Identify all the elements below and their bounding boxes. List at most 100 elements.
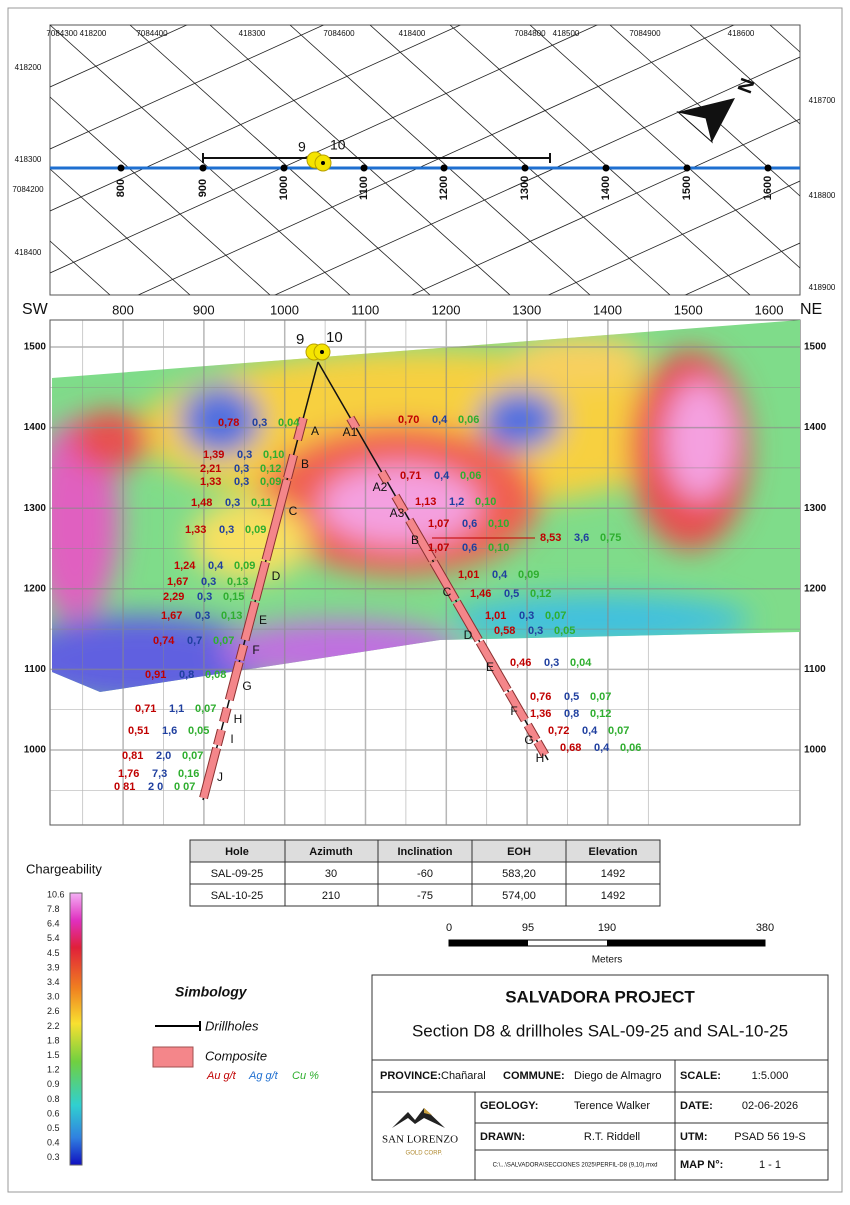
coord-label: 7084900 [629,29,661,38]
legend-label: 3.0 [47,992,60,1002]
composite [220,707,231,723]
field-value: Chañaral [441,1070,486,1082]
coord-label: 7084800 [514,29,546,38]
assay-ag: 0,4 [492,569,508,581]
scale-label: 190 [598,922,616,934]
composite [284,454,297,479]
assay-ag: 0,3 [225,497,240,509]
assay-ag: 0,6 [462,542,477,554]
assay-au: 1,33 [185,524,206,536]
grid-line [529,25,800,269]
assay-cu: 0,11 [251,497,272,509]
assay-ag: 0,3 [219,524,234,536]
scale-label: 0 [446,922,452,934]
x-label: 800 [112,302,134,317]
assay-au: 0,76 [530,691,551,703]
collar-dot [320,350,324,354]
assay-cu: 0,10 [488,518,509,530]
legend-label: 0.3 [47,1152,60,1162]
assay-au: 8,53 [540,532,561,544]
composite [524,723,540,742]
composite [378,470,391,484]
assay-au: 0,70 [398,414,419,426]
assay-au: 1,24 [174,560,196,572]
grid-line [50,96,271,295]
table-header [189,839,661,863]
elev-label: 1200 [804,583,827,594]
assay-au: 0,46 [510,657,531,669]
assay-cu: 0,13 [221,610,242,622]
logo-name: SAN LORENZO [382,1134,458,1146]
composite-label: E [259,613,267,627]
table-cell: 574,00 [502,890,536,902]
symbology-cu: Cu % [292,1070,319,1082]
station [521,164,529,172]
assay-au: 1,01 [458,569,479,581]
assay-au: 0,72 [548,725,569,737]
assay-cu: 0,10 [488,542,509,554]
composite-label: C [443,585,452,599]
assay-cu: 0,04 [278,417,300,429]
collar-dot [321,161,325,165]
x-label: 1200 [432,302,461,317]
field-value: R.T. Riddell [584,1131,640,1143]
assay-cu: 0,07 [195,703,216,715]
legend-label: 2.2 [47,1021,60,1031]
assay-au: 1,07 [428,518,449,530]
field-value: 1:5.000 [752,1070,789,1082]
assay-au: 1,01 [485,610,506,622]
station [440,164,448,172]
composite-label: F [510,704,517,718]
scale-unit: Meters [592,955,623,966]
elev-label: 1000 [804,745,827,756]
assay-ag: 0,4 [434,470,450,482]
station-label: 1100 [358,176,370,200]
composite-label: G [524,733,533,747]
station [199,164,207,172]
table-header-cell: Hole [225,846,249,858]
table-cell: -60 [417,868,433,880]
assay-cu: 0,05 [554,625,575,637]
assay-cu: 0,07 [545,610,566,622]
table-cell: SAL-09-25 [211,868,264,880]
station [280,164,288,172]
assay-au: 0,51 [128,725,149,737]
section-subtitle: Section D8 & drillholes SAL-09-25 and SA… [412,1021,788,1040]
assay-cu: 0,06 [458,414,479,426]
field-label: COMMUNE: [503,1070,565,1082]
symbology-label: Composite [205,1048,267,1063]
x-label: 1600 [755,302,784,317]
composite-label: A3 [390,506,405,520]
station-label: 1500 [681,176,693,200]
station [117,164,125,172]
legend-label: 3.4 [47,977,60,987]
coord-label: 418200 [80,29,107,38]
table-header-cell: Inclination [398,846,453,858]
assay-au: 1,33 [200,476,221,488]
coord-label: 418900 [809,283,836,292]
logo [392,1108,445,1128]
elev-label: 1300 [804,503,827,514]
station-label: 800 [115,179,127,197]
station-label: 1300 [519,176,531,200]
legend-label: 0.4 [47,1138,60,1148]
assay-au: 0,91 [145,669,166,681]
assay-ag: 0,4 [208,560,224,572]
table-lines [190,840,660,906]
legend-label: 5.4 [47,933,60,943]
scale-bar [448,939,766,947]
assay-au: 0,58 [494,625,515,637]
composite-label: J [217,770,223,784]
station [764,164,772,172]
composite [505,690,528,722]
assay-ag: 0,3 [544,657,559,669]
x-label: 1500 [674,302,703,317]
assay-cu: 0,13 [227,576,248,588]
assay-cu: 0,12 [530,588,551,600]
assay-cu: 0 07 [174,781,195,793]
composite-label: D [464,628,473,642]
assay-au: 1,67 [161,610,182,622]
plan-grid [50,25,800,295]
assay-au: 0,71 [400,470,421,482]
